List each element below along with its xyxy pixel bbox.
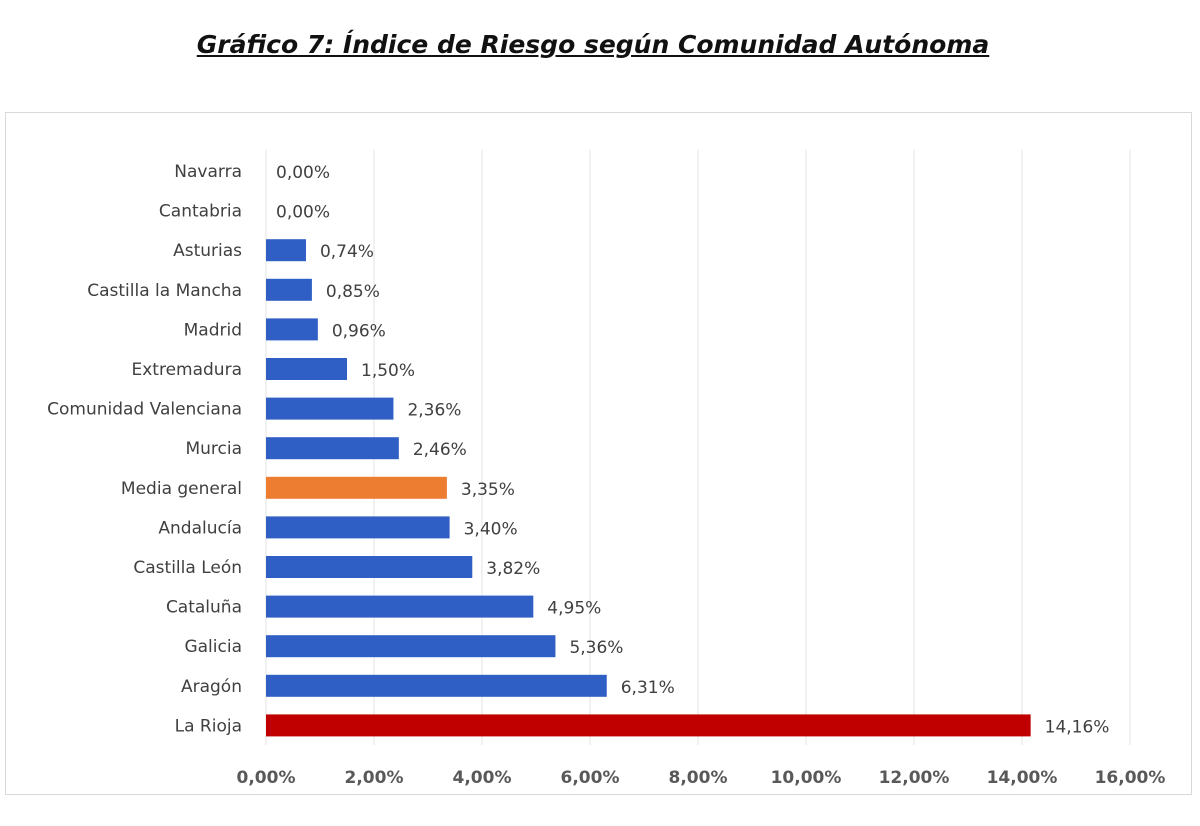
bar xyxy=(266,476,447,499)
bar xyxy=(266,318,318,341)
y-category-label: Aragón xyxy=(181,677,242,697)
bar xyxy=(266,714,1031,737)
x-tick-label: 12,00% xyxy=(879,768,950,788)
bar xyxy=(266,556,473,578)
bar xyxy=(266,437,399,460)
bar xyxy=(266,635,556,658)
x-tick-label: 4,00% xyxy=(453,768,512,788)
data-label: 2,46% xyxy=(413,440,467,460)
x-tick-label: 6,00% xyxy=(561,768,620,788)
y-category-label: Cataluña xyxy=(166,598,242,618)
y-category-label: Castilla León xyxy=(133,558,242,578)
data-label: 3,40% xyxy=(464,519,518,539)
y-category-label: Extremadura xyxy=(132,360,243,380)
x-tick-label: 10,00% xyxy=(771,768,842,788)
x-tick-label: 0,00% xyxy=(237,768,296,788)
y-category-label: Media general xyxy=(121,479,242,499)
bar xyxy=(266,516,450,539)
data-label: 0,85% xyxy=(326,282,380,302)
data-label: 1,50% xyxy=(361,361,415,381)
data-label: 2,36% xyxy=(407,401,461,421)
x-tick-label: 8,00% xyxy=(669,768,728,788)
data-label: 4,95% xyxy=(547,599,601,619)
y-category-label: Madrid xyxy=(184,320,242,340)
x-tick-label: 16,00% xyxy=(1095,768,1166,788)
x-tick-label: 2,00% xyxy=(345,768,404,788)
data-label: 0,00% xyxy=(276,163,330,183)
chart-frame xyxy=(5,112,1192,795)
chart-title: Gráfico 7: Índice de Riesgo según Comuni… xyxy=(196,30,990,59)
bar xyxy=(266,239,306,262)
data-label: 0,74% xyxy=(320,242,374,262)
data-label: 14,16% xyxy=(1045,717,1110,737)
data-label: 6,31% xyxy=(621,678,675,698)
y-category-label: La Rioja xyxy=(175,716,242,736)
data-label: 5,36% xyxy=(569,638,623,658)
bar xyxy=(266,674,607,697)
data-label: 0,96% xyxy=(332,321,386,341)
y-category-label: Comunidad Valenciana xyxy=(47,400,242,420)
y-category-label: Navarra xyxy=(174,162,242,182)
y-category-label: Asturias xyxy=(173,241,242,261)
bar xyxy=(266,595,534,618)
y-category-label: Galicia xyxy=(184,637,242,657)
data-label: 0,00% xyxy=(276,203,330,223)
data-label: 3,35% xyxy=(461,480,515,500)
bar xyxy=(266,397,394,420)
x-tick-label: 14,00% xyxy=(987,768,1058,788)
y-category-label: Murcia xyxy=(185,439,242,459)
bar xyxy=(266,278,312,301)
y-category-label: Cantabria xyxy=(159,202,242,222)
y-category-label: Castilla la Mancha xyxy=(87,281,242,301)
y-category-label: Andalucía xyxy=(158,518,242,538)
data-label: 3,82% xyxy=(486,559,540,579)
bar xyxy=(266,358,347,380)
